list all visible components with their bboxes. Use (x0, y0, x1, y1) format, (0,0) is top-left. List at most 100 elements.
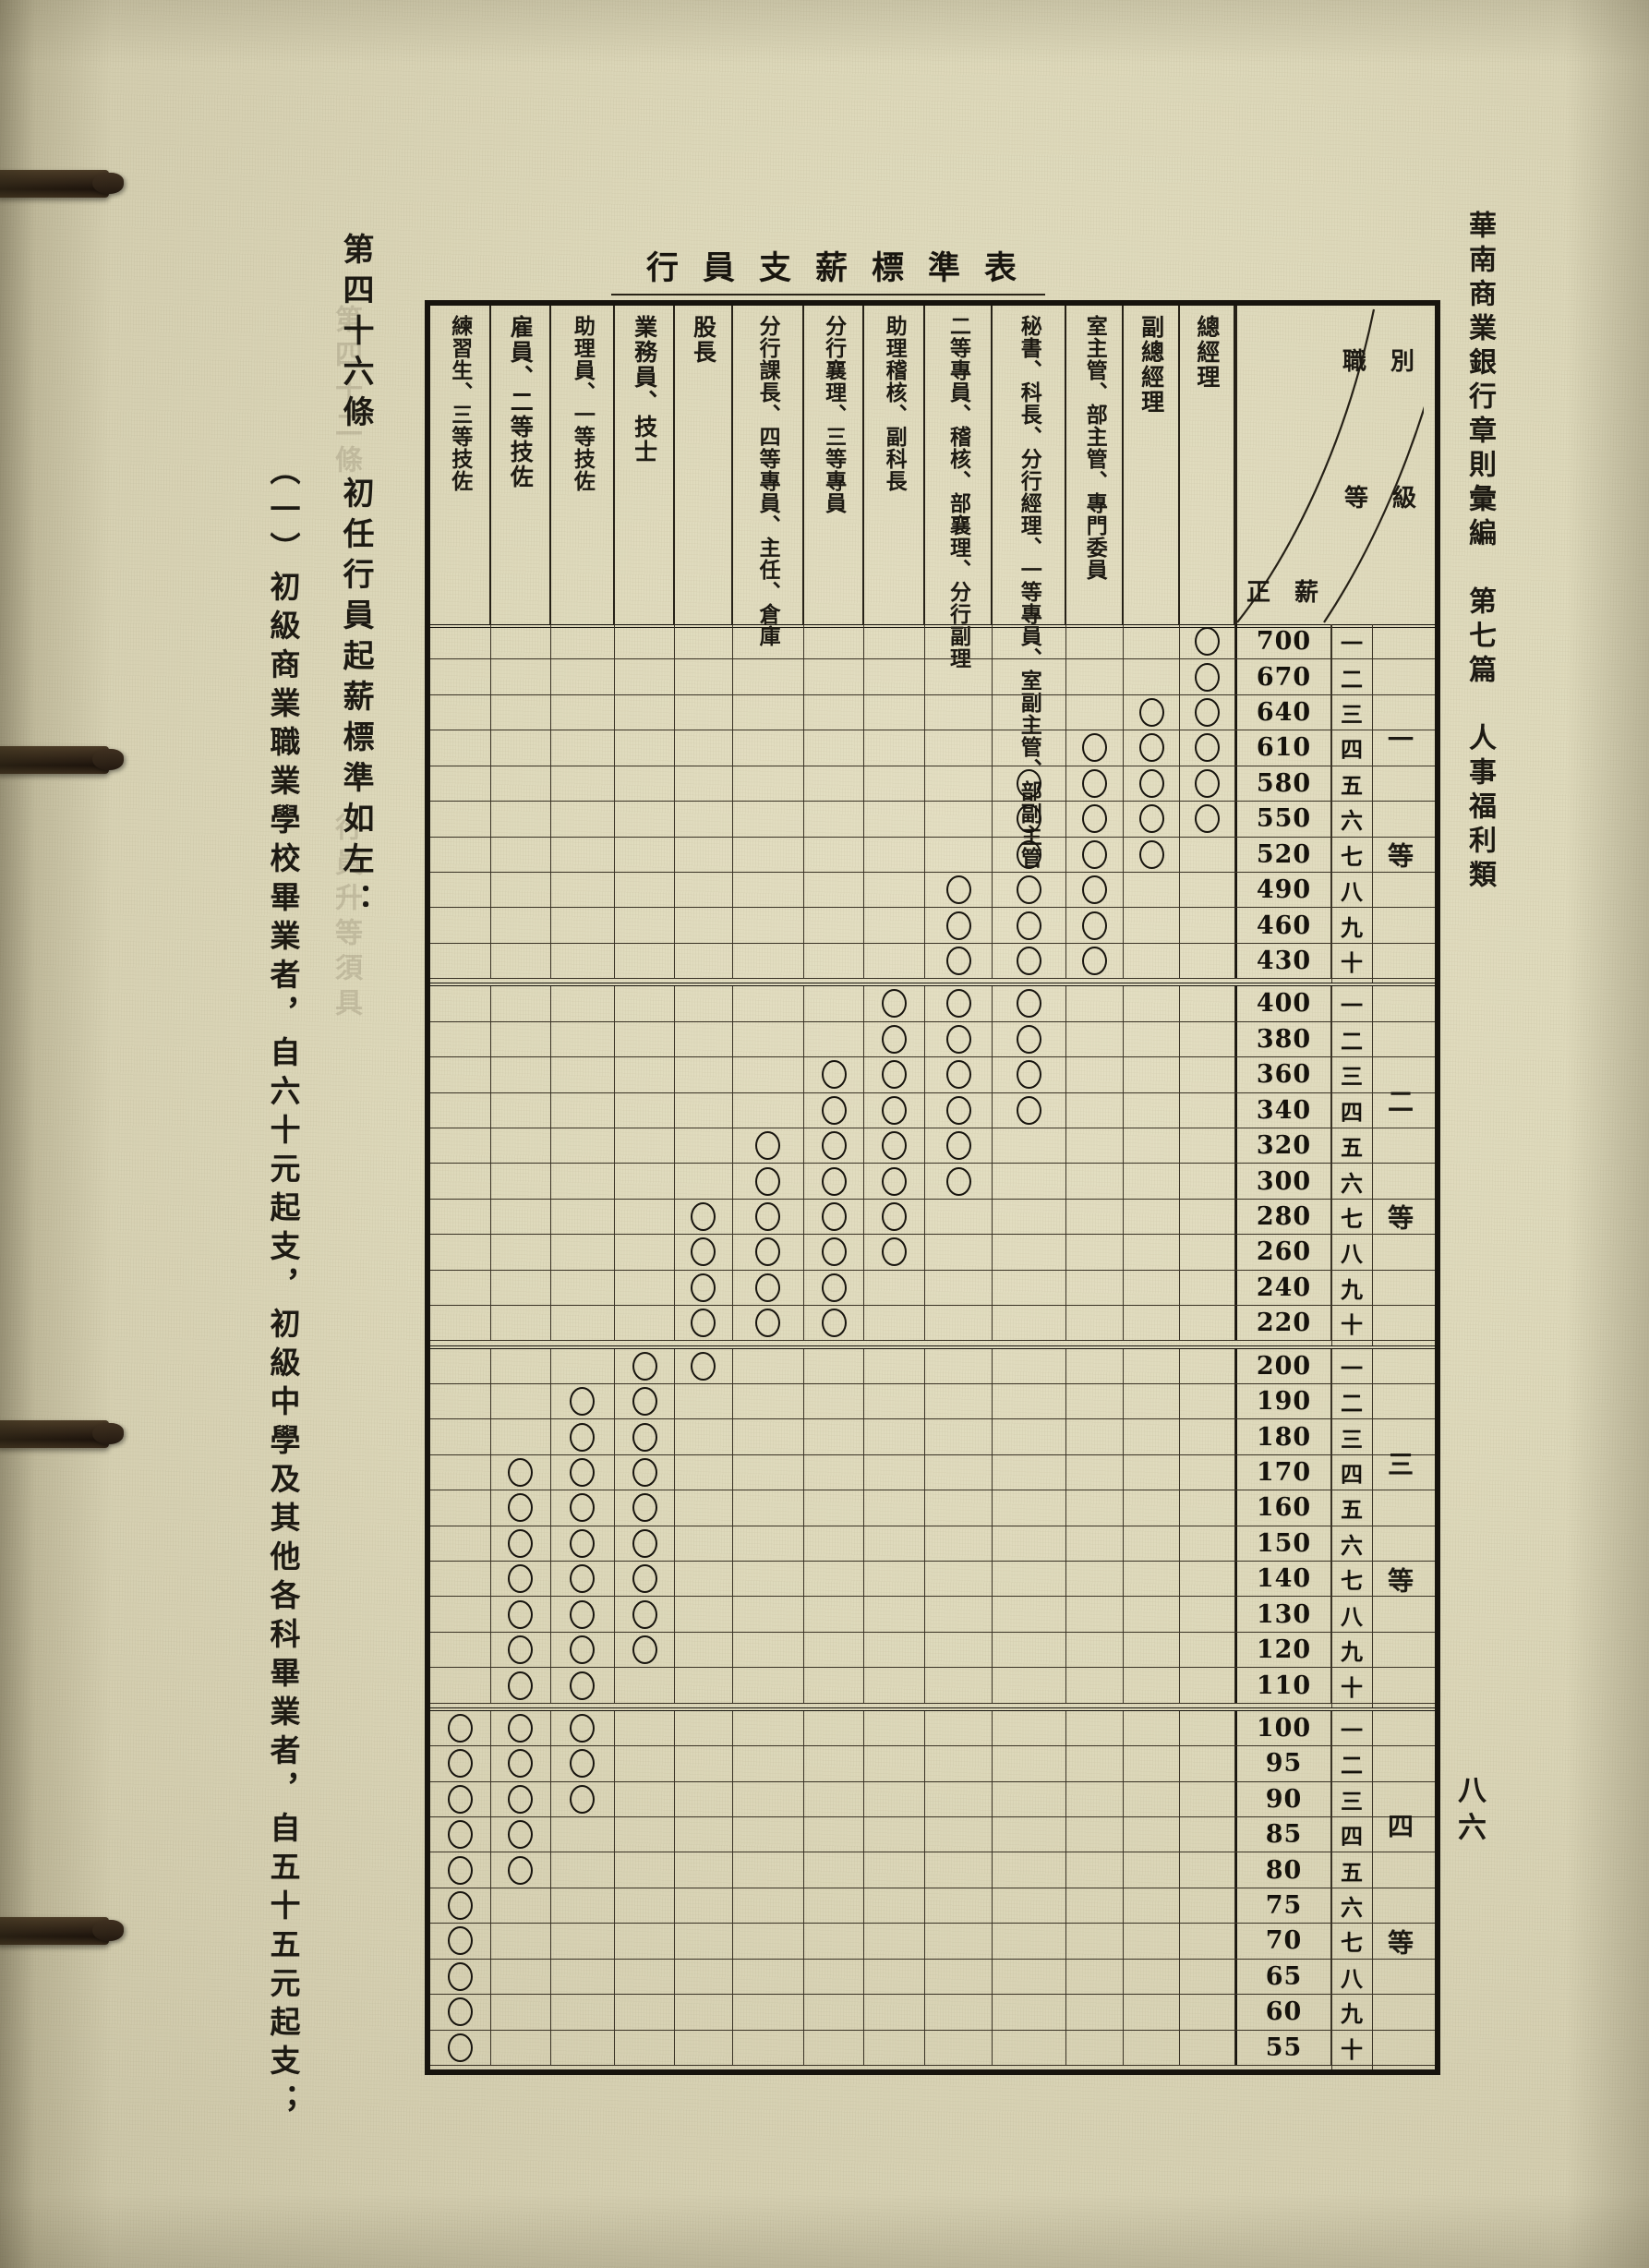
cell-c09-60 (925, 1995, 993, 2030)
salary-value: 360 (1256, 1060, 1312, 1090)
circle-mark-icon (1138, 839, 1164, 869)
salary-value: 80 (1265, 1855, 1303, 1885)
cell-c13-60 (1180, 1995, 1235, 2030)
circle-mark-icon (1082, 733, 1108, 763)
cell-c01-120 (430, 1632, 491, 1668)
table-row: 640 三 (430, 694, 1435, 731)
level-label: 十 (1341, 949, 1363, 976)
cell-c08-430 (864, 943, 925, 979)
salary-value-cell: 360 (1235, 1057, 1331, 1092)
cell-c04-65 (615, 1959, 676, 1995)
cell-c04-150 (615, 1526, 676, 1562)
cell-c08-90 (864, 1781, 925, 1817)
cell-c11-300 (1066, 1164, 1125, 1199)
cell-c05-170 (675, 1454, 733, 1490)
table-header-row: 練習生、三等技佐 雇員、二等技佐 助理員、一等技佐 業務員、技士 股長 分行課長、四等專員… (430, 306, 1435, 869)
circle-mark-icon (1138, 733, 1164, 763)
salary-value-cell: 150 (1235, 1526, 1331, 1562)
cell-c07-130 (804, 1597, 865, 1632)
cell-c10-60 (993, 1995, 1067, 2030)
binding-thread (0, 170, 124, 198)
cell-c04-110 (615, 1668, 676, 1703)
cell-c12-580 (1124, 766, 1180, 802)
cell-c08-400 (864, 986, 925, 1021)
level-label: 五 (1341, 1496, 1363, 1524)
cell-c09-180 (925, 1419, 993, 1454)
cell-c11-280 (1066, 1199, 1125, 1235)
grade-band-一: 700 一 670 二 640 三 610 四 580 五 550 六 520 七 490 八 460 九 430 十… (430, 624, 1435, 987)
cell-c07-170 (804, 1454, 865, 1490)
cell-c03-260 (551, 1235, 615, 1270)
cell-c07-700 (804, 624, 865, 659)
cell-c13-140 (1180, 1562, 1235, 1597)
table-row: 700 一 (430, 624, 1435, 660)
table-row: 70 七 (430, 1924, 1435, 1960)
salary-value-cell: 240 (1235, 1270, 1331, 1306)
table-row: 180 三 (430, 1419, 1435, 1455)
cell-c05-430 (675, 943, 733, 979)
circle-mark-icon (1082, 768, 1108, 798)
level-cell: 八 (1331, 1960, 1372, 1994)
salary-value: 670 (1256, 662, 1312, 692)
table-row: 110 十 (430, 1668, 1435, 1704)
cell-c02-610 (491, 730, 551, 766)
cell-c09-130 (925, 1597, 993, 1632)
cell-c12-110 (1124, 1668, 1180, 1703)
cell-c10-240 (993, 1270, 1067, 1306)
cell-c11-55 (1066, 2030, 1125, 2065)
cell-c02-200 (491, 1348, 551, 1383)
cell-c12-280 (1124, 1199, 1180, 1235)
cell-c06-380 (733, 1021, 804, 1057)
cell-c04-170 (615, 1454, 676, 1490)
grade-label-cell-一: 一 等 (1372, 624, 1425, 983)
cell-c03-85 (551, 1817, 615, 1852)
salary-value: 700 (1256, 627, 1312, 657)
cell-c12-520 (1124, 837, 1180, 872)
cell-c10-360 (993, 1057, 1067, 1092)
cell-c11-70 (1066, 1924, 1125, 1959)
cell-c06-700 (733, 624, 804, 659)
circle-mark-icon (1138, 698, 1164, 728)
cell-c01-520 (430, 837, 491, 872)
circle-mark-icon (632, 1493, 657, 1523)
cell-c04-190 (615, 1383, 676, 1419)
salary-value: 160 (1256, 1493, 1312, 1523)
circle-mark-icon (945, 947, 971, 975)
level-cell: 六 (1331, 802, 1372, 836)
cell-c13-640 (1180, 694, 1235, 730)
circle-mark-icon (570, 1457, 596, 1487)
grade-label: 四 等 (1384, 1812, 1414, 1968)
cell-c09-670 (925, 659, 993, 694)
cell-c05-700 (675, 624, 733, 659)
level-label: 七 (1341, 1567, 1363, 1595)
circle-mark-icon (945, 875, 971, 905)
salary-value: 110 (1256, 1671, 1312, 1700)
cell-c04-240 (615, 1270, 676, 1306)
salary-value-cell: 220 (1235, 1306, 1331, 1341)
cell-c05-130 (675, 1597, 733, 1632)
cell-c02-550 (491, 802, 551, 837)
cell-c05-220 (675, 1306, 733, 1341)
circle-mark-icon (882, 1166, 908, 1196)
cell-c06-120 (733, 1632, 804, 1668)
table-row: 460 九 (430, 908, 1435, 944)
circle-mark-icon (755, 1131, 781, 1161)
level-label: 七 (1341, 1929, 1363, 1957)
cell-c05-85 (675, 1817, 733, 1852)
cell-c13-65 (1180, 1959, 1235, 1995)
level-column-rule (1331, 986, 1332, 1345)
level-cell: 三 (1331, 1782, 1372, 1816)
table-row: 90 三 (430, 1781, 1435, 1818)
cell-c10-400 (993, 986, 1067, 1021)
table-row: 610 四 (430, 730, 1435, 766)
cell-c03-490 (551, 872, 615, 908)
column-header-label: 副總經理 (1137, 315, 1165, 415)
cell-c03-400 (551, 986, 615, 1021)
circle-mark-icon (1194, 768, 1220, 798)
salary-value: 380 (1256, 1024, 1312, 1054)
cell-c04-520 (615, 837, 676, 872)
circle-mark-icon (1017, 989, 1042, 1019)
cell-c05-260 (675, 1235, 733, 1270)
cell-c09-700 (925, 624, 993, 659)
cell-c10-610 (993, 730, 1067, 766)
